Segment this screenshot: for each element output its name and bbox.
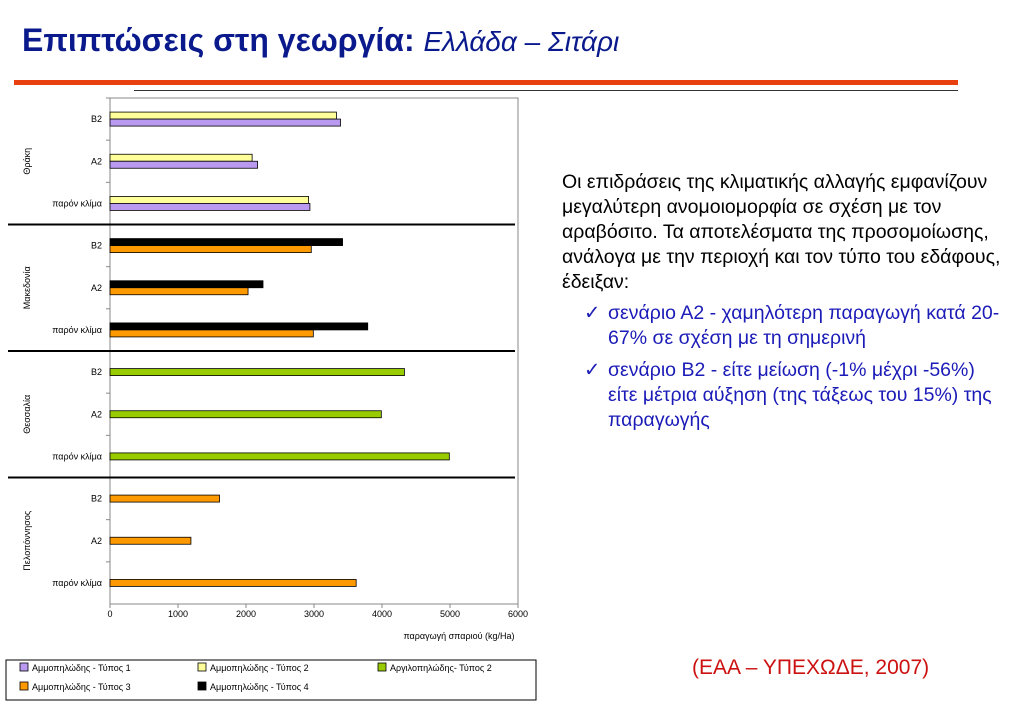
scenario-label: Β2: [91, 367, 102, 377]
scenario-label: Β2: [91, 241, 102, 251]
region-label: Θράκη: [22, 148, 32, 175]
source-citation: (ΕΑΑ – ΥΠΕΧΩΔΕ, 2007): [692, 656, 930, 679]
bar-1: [109, 160, 258, 169]
x-tick-label: 3000: [304, 609, 324, 619]
legend-swatch: [19, 662, 29, 672]
bar-4: [109, 329, 314, 338]
scenario-label: Α2: [91, 283, 102, 293]
bullet-list: ✓ σενάριο Α2 - χαμηλότερη παραγωγή κατά 2…: [562, 301, 1002, 433]
intro-paragraph: Οι επιδράσεις της κλιματικής αλλαγής εμφ…: [562, 171, 1001, 293]
scenario-label: Β2: [91, 494, 102, 504]
legend-label: Αργιλοπηλώδης- Τύπος 2: [390, 663, 492, 673]
check-icon: ✓: [584, 302, 601, 324]
bar-5: [109, 280, 264, 289]
body-text: Οι επιδράσεις της κλιματικής αλλαγής εμφ…: [562, 170, 1002, 440]
scenario-label: Α2: [91, 409, 102, 419]
bar-4: [109, 245, 312, 253]
bar-3: [109, 368, 405, 376]
bullet-text: σενάριο Α2 - χαμηλότερη παραγωγή κατά 20…: [608, 302, 1000, 349]
x-tick-label: 5000: [440, 609, 460, 619]
bar-5: [109, 238, 343, 246]
bar-3: [109, 410, 382, 419]
scenario-label: Β2: [91, 114, 102, 124]
scenario-label: παρόν κλίμα: [52, 578, 102, 588]
scenario-label: Α2: [91, 536, 102, 546]
bar-3: [109, 452, 450, 461]
bullet-text: σενάριο Β2 - είτε μείωση (-1% μέχρι -56%…: [608, 359, 992, 431]
legend-label: Αμμοπηλώδης - Τύπος 3: [32, 682, 131, 692]
bar-2: [109, 196, 309, 204]
region-label: Πελοπόννησος: [22, 510, 32, 571]
bullet-item-a2: ✓ σενάριο Α2 - χαμηλότερη παραγωγή κατά 2…: [562, 301, 1002, 351]
legend-label: Αμμοπηλώδης - Τύπος 2: [210, 663, 309, 673]
title-underline-thin: [134, 90, 958, 91]
region-label: Μακεδονία: [22, 266, 32, 309]
legend-swatch: [377, 662, 387, 672]
scenario-label: παρόν κλίμα: [52, 451, 102, 461]
region-label: Θεσσαλία: [22, 395, 32, 434]
legend-swatch: [197, 681, 207, 691]
x-tick-label: 0: [107, 609, 112, 619]
bullet-item-b2: ✓ σενάριο Β2 - είτε μείωση (-1% μέχρι -56…: [562, 358, 1002, 433]
x-axis-title: παραγωγή σπαριού (kg/Ha): [403, 631, 514, 641]
wheat-yield-chart: Θράκη Β2 Α2 παρόν κλίμα Μακεδονία Β2 Α2 παρόν κ…: [5, 97, 537, 701]
bar-1: [109, 118, 341, 127]
bar-2: [109, 111, 337, 120]
bar-2: [109, 153, 253, 162]
check-icon: ✓: [584, 359, 601, 381]
scenario-label: παρόν κλίμα: [52, 325, 102, 335]
bar-4: [109, 536, 192, 545]
bar-4: [109, 287, 249, 296]
bar-4: [109, 494, 220, 503]
x-tick-label: 6000: [508, 609, 528, 619]
bar-5: [109, 322, 369, 331]
x-tick-label: 2000: [236, 609, 256, 619]
x-tick-label: 1000: [168, 609, 188, 619]
legend-swatch: [19, 681, 29, 691]
legend-box: [5, 659, 537, 701]
scenario-label: Α2: [91, 156, 102, 166]
legend-swatch: [197, 662, 207, 672]
title-main: Επιπτώσεις στη γεωργία:: [22, 22, 415, 58]
legend-label: Αμμοπηλώδης - Τύπος 4: [210, 682, 309, 692]
x-tick-label: 4000: [372, 609, 392, 619]
legend-label: Αμμοπηλώδης - Τύπος 1: [32, 663, 131, 673]
scenario-label: παρόν κλίμα: [52, 198, 102, 208]
title-underline-red: [14, 80, 958, 85]
title-subtitle: Ελλάδα – Σιτάρι: [423, 26, 620, 57]
slide-title: Επιπτώσεις στη γεωργία: Ελλάδα – Σιτάρι: [22, 22, 619, 59]
bar-1: [109, 203, 311, 211]
bar-4: [109, 579, 357, 587]
